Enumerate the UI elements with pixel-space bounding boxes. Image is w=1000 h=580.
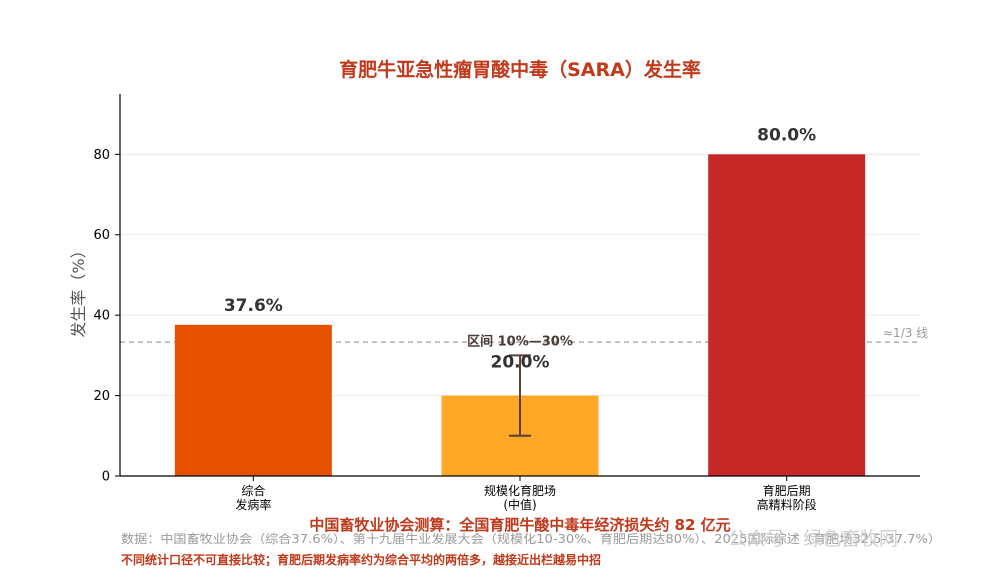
bar-value-label: 37.6%: [224, 296, 283, 316]
bar-value-label: 80.0%: [757, 125, 816, 145]
error-bar-label: 区间 10%—30%: [467, 333, 573, 349]
x-tick-label: 高精料阶段: [757, 497, 817, 512]
y-tick-label: 40: [93, 309, 110, 324]
bar-value-label: 20.0%: [491, 352, 550, 372]
reference-line-label: ≈1/3 线: [883, 326, 928, 340]
y-axis-label: 发生率（%）: [69, 242, 88, 337]
economic-loss-note: 中国畜牧业协会测算：全国育肥牛酸中毒年经济损失约 82 亿元: [309, 516, 730, 534]
x-tick-label: (中值): [503, 497, 536, 512]
y-tick-label: 20: [93, 389, 110, 404]
bar: [174, 324, 332, 476]
bar: [708, 154, 866, 476]
y-tick-label: 80: [93, 148, 110, 163]
x-tick-label: 规模化育肥场: [484, 483, 556, 498]
caveat-note: 不同统计口径不可直接比较；育肥后期发病率约为综合平均的两倍多，越接近出栏越易中招: [121, 552, 601, 567]
watermark-text: 公众号 · 绿色畜牧网: [728, 528, 898, 550]
y-tick-label: 0: [102, 470, 110, 485]
x-tick-label: 综合: [241, 483, 265, 498]
chart-title: 育肥牛亚急性瘤胃酸中毒（SARA）发生率: [339, 58, 701, 81]
x-tick-label: 发病率: [235, 497, 271, 512]
x-tick-label: 育肥后期: [763, 483, 811, 498]
y-tick-label: 60: [93, 228, 110, 243]
data-source-note: 数据：中国畜牧业协会（综合37.6%）、第十九届牛业发展大会（规模化10-30%…: [121, 531, 941, 546]
